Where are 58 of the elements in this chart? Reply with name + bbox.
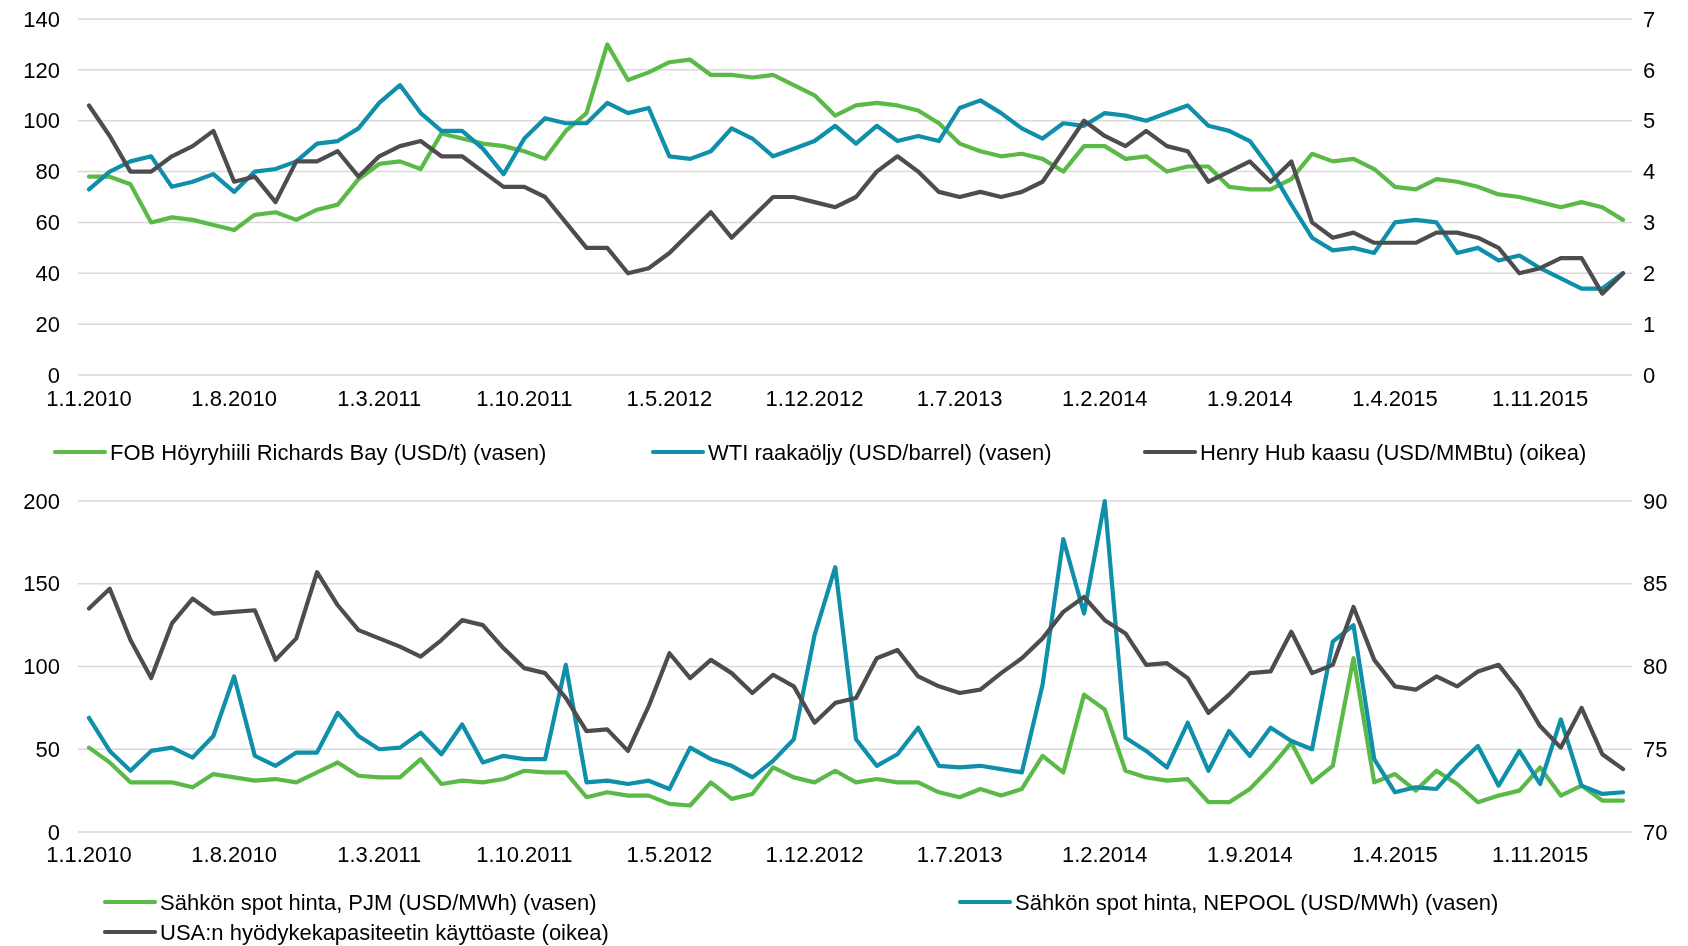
- x-tick-label: 1.8.2010: [191, 842, 277, 867]
- y2-tick-label: 70: [1643, 819, 1668, 845]
- y-tick-label: 40: [35, 260, 60, 286]
- y-tick-label: 80: [35, 159, 60, 185]
- x-tick-label: 1.12.2012: [765, 386, 864, 411]
- y-tick-label: 20: [35, 311, 60, 337]
- line-series: [86, 656, 1626, 808]
- y2-tick-label: 5: [1643, 108, 1656, 134]
- x-tick-label: 1.3.2011: [337, 386, 422, 411]
- x-tick-label: 1.2.2014: [1061, 386, 1148, 411]
- y-tick-label: 50: [35, 736, 60, 762]
- line-series: [86, 498, 1626, 797]
- line-series: [86, 570, 1626, 772]
- x-tick-label: 1.12.2012: [765, 842, 864, 867]
- x-tick-label: 1.5.2012: [626, 386, 713, 411]
- legend-label: USA:n hyödykekapasiteetin käyttöaste (oikea): [160, 919, 609, 945]
- y2-tick-label: 80: [1643, 654, 1668, 680]
- x-tick-label: 1.4.2015: [1352, 386, 1438, 411]
- legend-label: Sähkön spot hinta, NEPOOL (USD/MWh) (vasen): [1015, 889, 1499, 915]
- y2-tick-label: 4: [1643, 159, 1656, 185]
- x-tick-label: 1.9.2014: [1207, 842, 1293, 867]
- x-tick-label: 1.7.2013: [916, 386, 1003, 411]
- x-tick-label: 1.1.2010: [46, 842, 132, 867]
- y2-tick-label: 3: [1643, 210, 1656, 236]
- legend-label: FOB Höyryhiili Richards Bay (USD/t) (vasen): [110, 439, 547, 465]
- y-tick-label: 0: [47, 362, 60, 388]
- y2-tick-label: 90: [1643, 488, 1668, 514]
- y-tick-label: 100: [23, 108, 60, 134]
- legend-label: WTI raakaöljy (USD/barrel) (vasen): [708, 439, 1052, 465]
- y-tick-label: 200: [23, 488, 60, 514]
- x-tick-label: 1.2.2014: [1061, 842, 1148, 867]
- x-tick-label: 1.9.2014: [1207, 386, 1293, 411]
- x-tick-label: 1.11.2015: [1491, 842, 1589, 867]
- y-tick-label: 60: [35, 210, 60, 236]
- x-tick-label: 1.11.2015: [1491, 386, 1589, 411]
- y2-tick-label: 6: [1643, 57, 1656, 83]
- x-tick-label: 1.4.2015: [1352, 842, 1438, 867]
- y2-tick-label: 1: [1643, 311, 1656, 337]
- y-tick-label: 150: [23, 571, 60, 597]
- legend-label: Henry Hub kaasu (USD/MMBtu) (oikea): [1200, 439, 1587, 465]
- x-tick-label: 1.10.2011: [476, 842, 573, 867]
- x-tick-label: 1.10.2011: [476, 386, 573, 411]
- line-series: [86, 42, 1626, 233]
- y-tick-label: 120: [23, 57, 60, 83]
- y2-tick-label: 75: [1643, 736, 1668, 762]
- y2-tick-label: 2: [1643, 260, 1656, 286]
- y-tick-label: 140: [23, 6, 60, 32]
- x-tick-label: 1.5.2012: [626, 842, 713, 867]
- x-tick-label: 1.8.2010: [191, 386, 277, 411]
- y2-tick-label: 0: [1643, 362, 1656, 388]
- x-tick-label: 1.1.2010: [46, 386, 132, 411]
- y2-tick-label: 7: [1643, 6, 1656, 32]
- y-tick-label: 100: [23, 654, 60, 680]
- y2-tick-label: 85: [1643, 571, 1668, 597]
- legend-label: Sähkön spot hinta, PJM (USD/MWh) (vasen): [160, 889, 597, 915]
- y-tick-label: 0: [47, 819, 60, 845]
- x-tick-label: 1.7.2013: [916, 842, 1003, 867]
- x-tick-label: 1.3.2011: [337, 842, 422, 867]
